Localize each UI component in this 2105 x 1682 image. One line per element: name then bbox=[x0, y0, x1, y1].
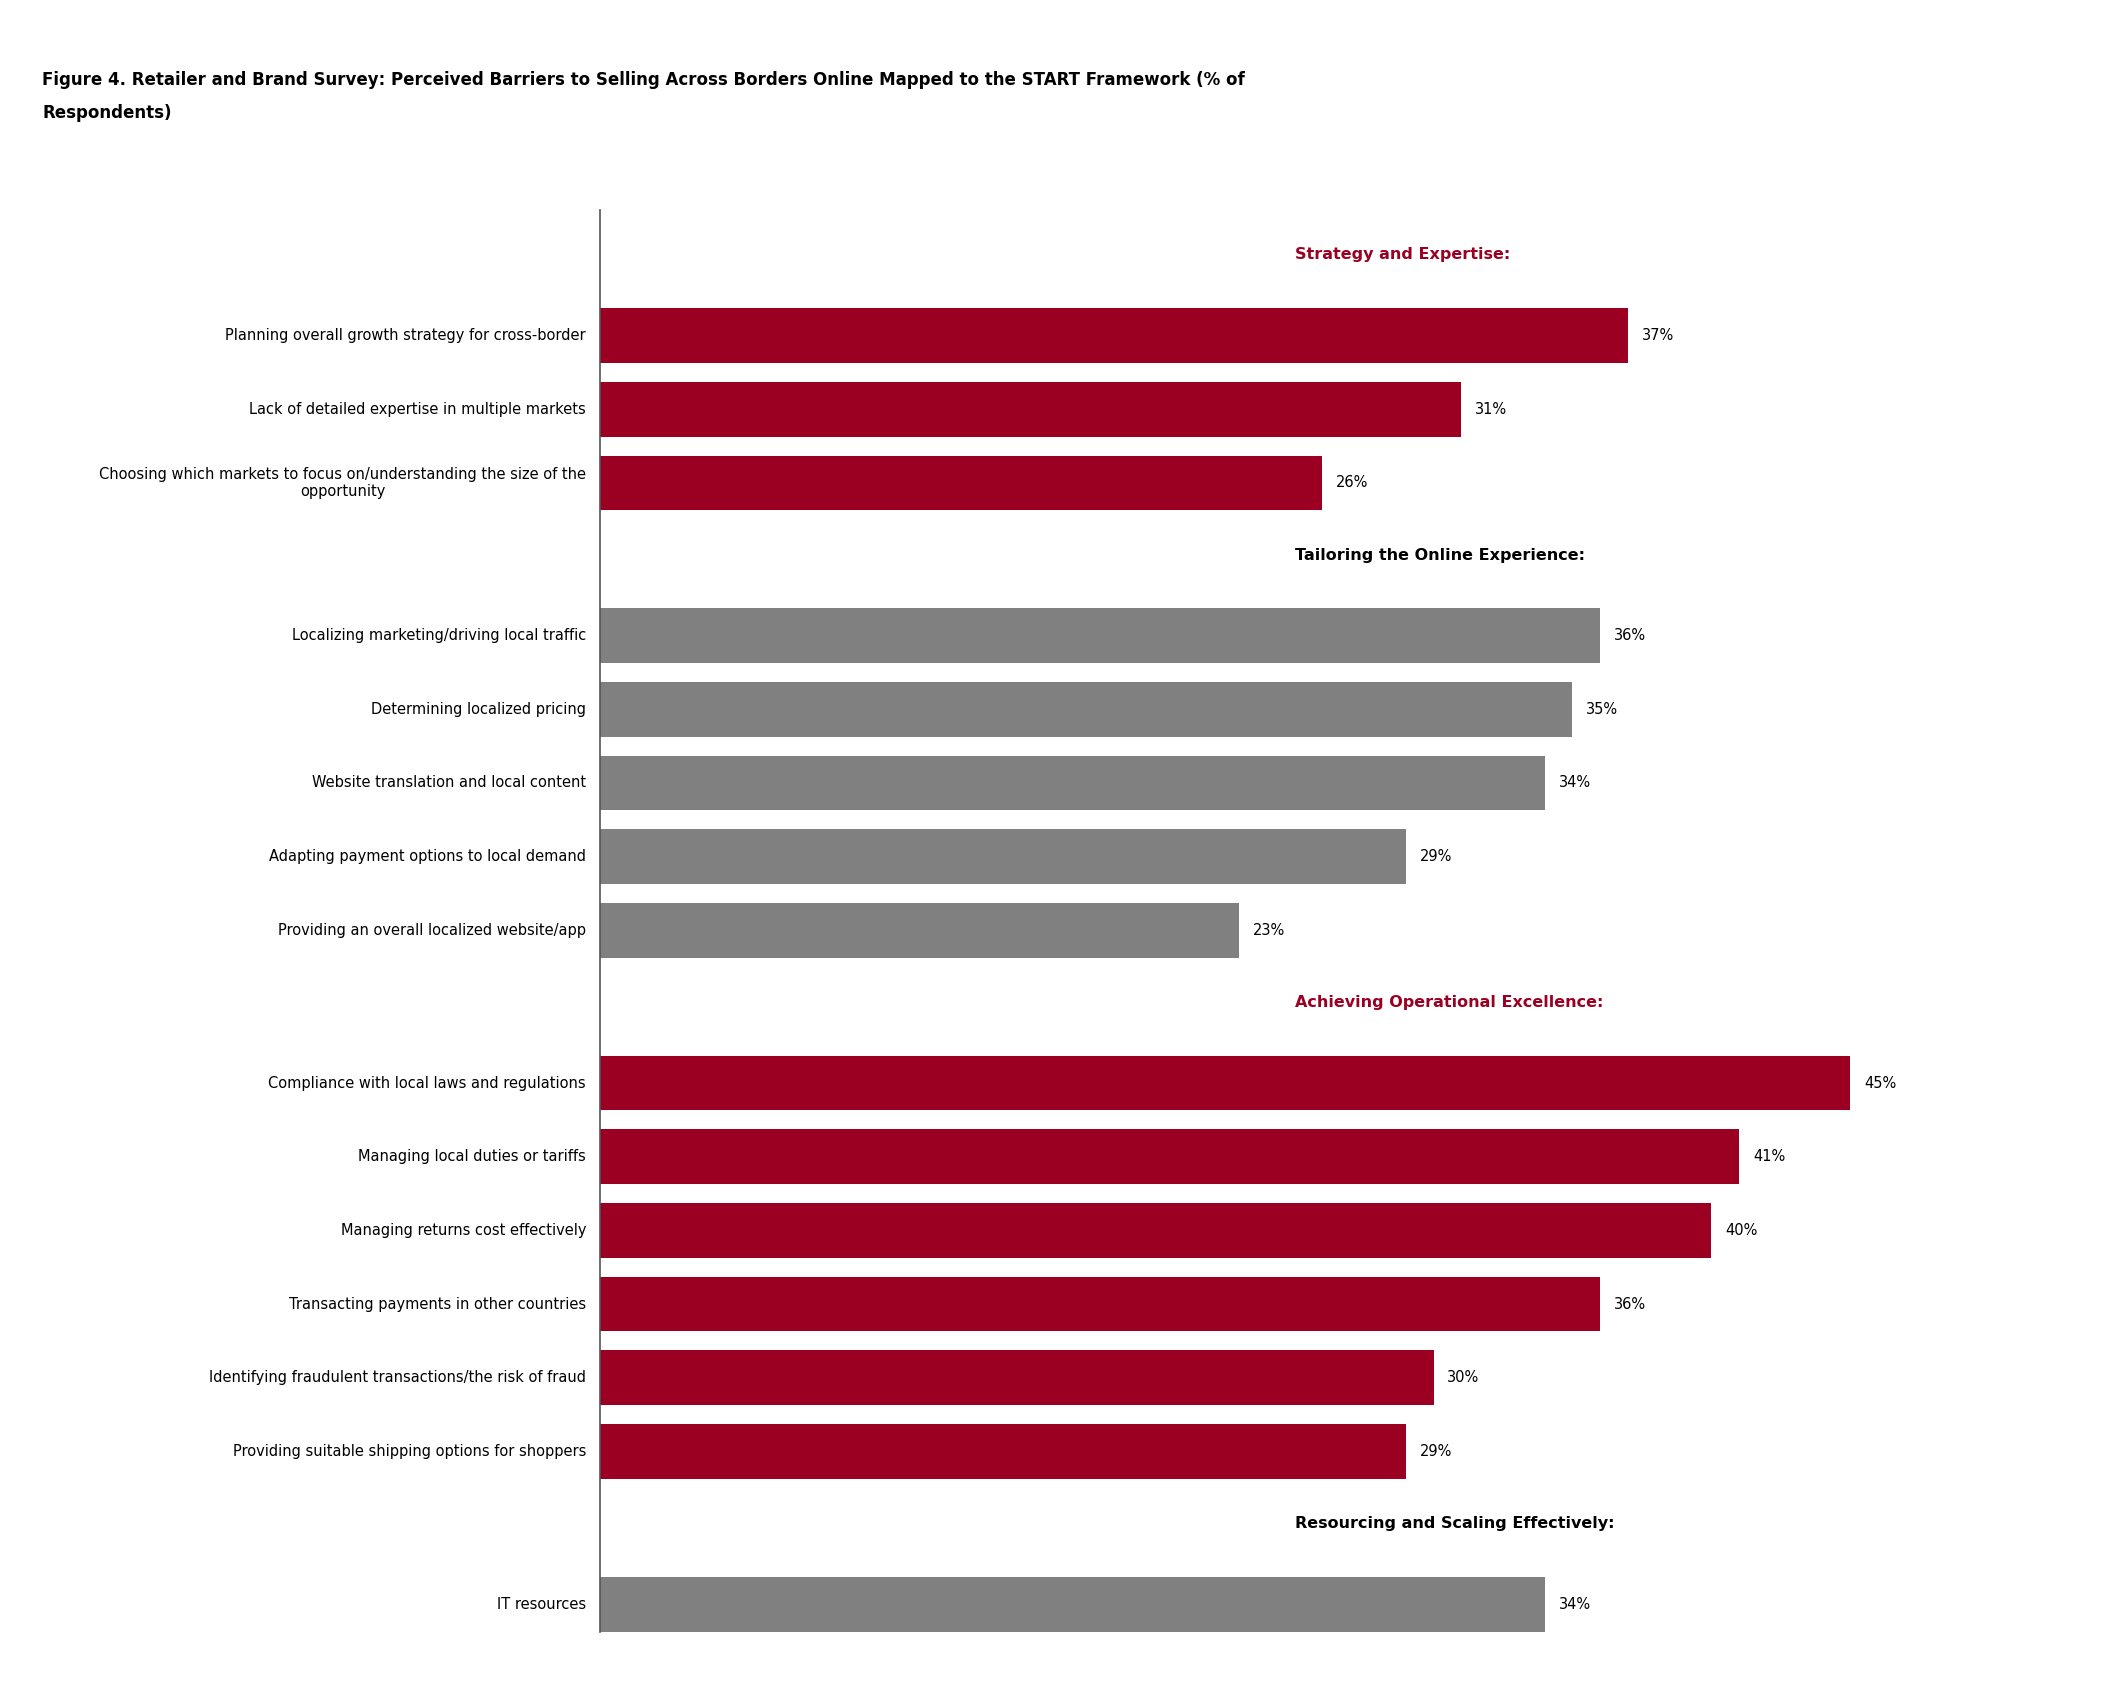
Text: Providing suitable shipping options for shoppers: Providing suitable shipping options for … bbox=[234, 1445, 585, 1458]
Text: 37%: 37% bbox=[1642, 328, 1673, 343]
Bar bbox=[600, 609, 1600, 663]
Text: Achieving Operational Excellence:: Achieving Operational Excellence: bbox=[1295, 996, 1602, 1009]
Bar bbox=[600, 829, 1406, 885]
Text: 36%: 36% bbox=[1615, 627, 1646, 643]
Bar bbox=[600, 903, 1240, 957]
Bar bbox=[600, 1425, 1406, 1478]
Text: 45%: 45% bbox=[1865, 1075, 1897, 1090]
Bar bbox=[600, 1277, 1600, 1332]
Text: 23%: 23% bbox=[1252, 923, 1286, 939]
Bar bbox=[600, 1056, 1850, 1110]
Text: Lack of detailed expertise in multiple markets: Lack of detailed expertise in multiple m… bbox=[248, 402, 585, 417]
Text: 34%: 34% bbox=[1558, 775, 1591, 791]
Text: 26%: 26% bbox=[1337, 476, 1368, 491]
Text: Managing returns cost effectively: Managing returns cost effectively bbox=[341, 1223, 585, 1238]
Text: 29%: 29% bbox=[1419, 849, 1452, 865]
Bar bbox=[600, 1129, 1739, 1184]
Text: IT resources: IT resources bbox=[497, 1596, 585, 1611]
Text: 40%: 40% bbox=[1726, 1223, 1758, 1238]
Text: 34%: 34% bbox=[1558, 1596, 1591, 1611]
Bar bbox=[600, 382, 1461, 437]
Text: 29%: 29% bbox=[1419, 1445, 1452, 1458]
Text: Strategy and Expertise:: Strategy and Expertise: bbox=[1295, 247, 1509, 262]
Text: 31%: 31% bbox=[1476, 402, 1507, 417]
Bar bbox=[600, 1351, 1434, 1404]
Text: Adapting payment options to local demand: Adapting payment options to local demand bbox=[269, 849, 585, 865]
Bar bbox=[600, 308, 1627, 363]
Text: Managing local duties or tariffs: Managing local duties or tariffs bbox=[358, 1149, 585, 1164]
Text: Providing an overall localized website/app: Providing an overall localized website/a… bbox=[278, 923, 585, 939]
Text: 36%: 36% bbox=[1615, 1297, 1646, 1312]
Bar bbox=[600, 1203, 1711, 1258]
Text: Planning overall growth strategy for cross-border: Planning overall growth strategy for cro… bbox=[225, 328, 585, 343]
Text: Compliance with local laws and regulations: Compliance with local laws and regulatio… bbox=[269, 1075, 585, 1090]
Text: Localizing marketing/driving local traffic: Localizing marketing/driving local traff… bbox=[293, 627, 585, 643]
Text: Identifying fraudulent transactions/the risk of fraud: Identifying fraudulent transactions/the … bbox=[208, 1371, 585, 1386]
Text: Respondents): Respondents) bbox=[42, 104, 173, 123]
Bar bbox=[600, 1576, 1545, 1632]
Text: 30%: 30% bbox=[1448, 1371, 1480, 1386]
Text: Website translation and local content: Website translation and local content bbox=[312, 775, 585, 791]
Text: Tailoring the Online Experience:: Tailoring the Online Experience: bbox=[1295, 548, 1585, 562]
Bar bbox=[600, 755, 1545, 811]
Bar bbox=[600, 456, 1322, 510]
Text: 41%: 41% bbox=[1753, 1149, 1785, 1164]
Text: 35%: 35% bbox=[1587, 701, 1619, 717]
Text: Choosing which markets to focus on/understanding the size of the
opportunity: Choosing which markets to focus on/under… bbox=[99, 466, 585, 500]
Text: Determining localized pricing: Determining localized pricing bbox=[370, 701, 585, 717]
Text: Transacting payments in other countries: Transacting payments in other countries bbox=[288, 1297, 585, 1312]
Text: Resourcing and Scaling Effectively:: Resourcing and Scaling Effectively: bbox=[1295, 1515, 1615, 1531]
Text: Figure 4. Retailer and Brand Survey: Perceived Barriers to Selling Across Border: Figure 4. Retailer and Brand Survey: Per… bbox=[42, 71, 1244, 89]
Bar bbox=[600, 681, 1572, 737]
